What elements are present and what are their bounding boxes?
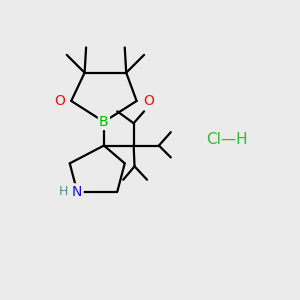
Text: H: H bbox=[59, 184, 68, 197]
Text: O: O bbox=[54, 94, 65, 108]
Text: N: N bbox=[72, 184, 83, 199]
Text: B: B bbox=[99, 115, 109, 129]
Text: O: O bbox=[143, 94, 154, 108]
Text: Cl—H: Cl—H bbox=[206, 132, 248, 147]
